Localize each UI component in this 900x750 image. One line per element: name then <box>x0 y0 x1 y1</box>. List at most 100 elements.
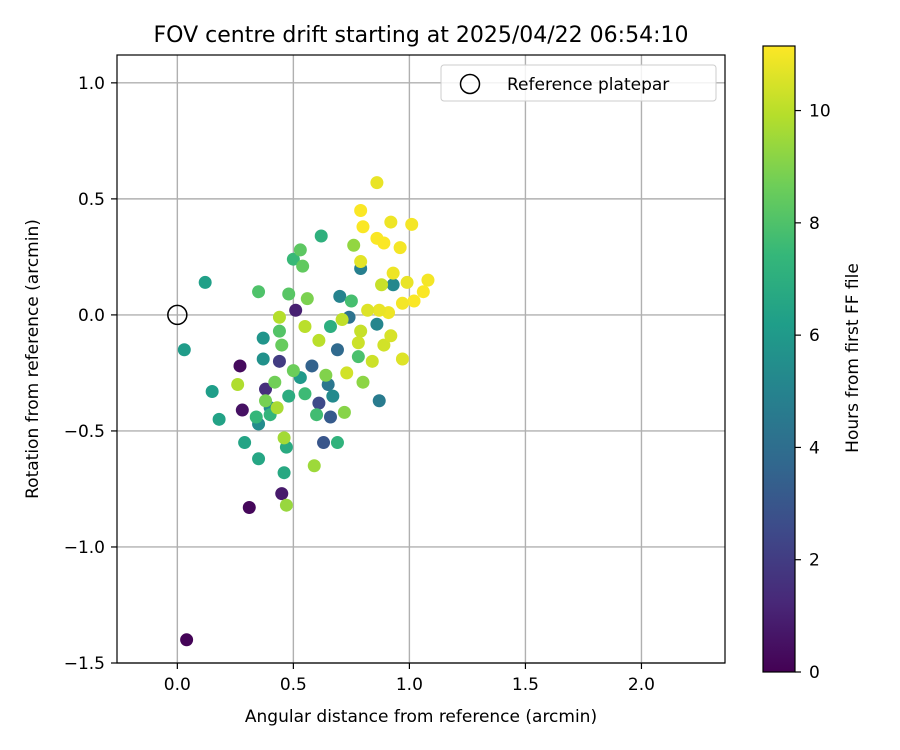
scatter-point <box>279 498 293 512</box>
scatter-point <box>323 410 337 424</box>
x-tick-label: 0.5 <box>280 675 307 695</box>
scatter-point <box>400 275 414 289</box>
scatter-point <box>330 436 344 450</box>
legend-box <box>440 64 717 102</box>
scatter-point <box>370 176 384 190</box>
scatter-point <box>405 217 419 231</box>
scatter-point <box>323 320 337 334</box>
scatter-point <box>395 352 409 366</box>
scatter-point <box>335 313 349 327</box>
scatter-point <box>293 243 307 257</box>
scatter-point <box>180 633 194 647</box>
scatter-point <box>384 215 398 229</box>
scatter-point <box>372 303 386 317</box>
scatter-point <box>296 259 310 273</box>
x-tick-label: 2.0 <box>628 675 655 695</box>
colorbar-label: Hours from first FF file <box>843 263 863 453</box>
scatter-point <box>354 324 368 338</box>
scatter-point <box>307 459 321 473</box>
scatter-point <box>386 266 400 280</box>
scatter-point <box>377 338 391 352</box>
scatter-point <box>238 436 252 450</box>
scatter-point <box>354 203 368 217</box>
colorbar-tick-label: 8 <box>809 214 820 234</box>
scatter-point <box>231 378 245 392</box>
y-tick-label: 0.0 <box>78 306 105 326</box>
colorbar: 0 2 4 6 8 10 <box>762 45 831 683</box>
scatter-point <box>300 292 314 306</box>
scatter-point <box>282 389 296 403</box>
scatter-point <box>330 343 344 357</box>
colorbar-tick-label: 4 <box>809 438 820 458</box>
scatter-point <box>256 352 270 366</box>
scatter-point <box>354 255 368 269</box>
scatter-point <box>386 278 400 292</box>
scatter-point <box>233 359 247 373</box>
chart-title: FOV centre drift starting at 2025/04/22 … <box>154 23 689 48</box>
scatter-point <box>347 238 361 252</box>
scatter-point <box>393 241 407 255</box>
scatter-point <box>365 354 379 368</box>
scatter-point <box>340 366 354 380</box>
scatter-point <box>317 436 331 450</box>
colorbar-tick-label: 6 <box>809 326 820 346</box>
scatter-point <box>356 220 370 234</box>
scatter-point <box>277 466 291 480</box>
scatter-point <box>312 333 326 347</box>
reference-point-marker <box>167 304 188 326</box>
plot-frame <box>116 54 726 664</box>
scatter-point <box>333 289 347 303</box>
scatter-point <box>326 389 340 403</box>
scatter-point <box>286 252 300 266</box>
scatter-point <box>270 401 284 415</box>
scatter-point <box>242 501 256 515</box>
scatter-point <box>252 452 266 466</box>
scatter-point <box>259 382 273 396</box>
scatter-point <box>259 394 273 408</box>
scatter-point <box>377 236 391 250</box>
scatter-point <box>421 273 435 287</box>
y-tick-label: 0.5 <box>78 190 105 210</box>
scatter-point <box>375 278 389 292</box>
scatter-point <box>416 285 430 299</box>
x-tick-label: 1.0 <box>396 675 423 695</box>
scatter-point <box>205 384 219 398</box>
scatter-point <box>407 294 421 308</box>
scatter-point <box>286 364 300 378</box>
x-axis-label: Angular distance from reference (arcmin) <box>245 707 597 727</box>
data-points <box>167 176 435 647</box>
scatter-point <box>351 336 365 350</box>
legend: Reference platepar <box>440 64 717 102</box>
scatter-point <box>361 303 375 317</box>
scatter-point <box>277 431 291 445</box>
axes: 0.0 0.5 1.0 1.5 2.0 −1.5 −1.0 −0.5 0.0 0.5 1.0 <box>64 54 726 695</box>
scatter-point <box>275 487 289 501</box>
scatter-point <box>344 294 358 308</box>
scatter-point <box>252 285 266 299</box>
colorbar-gradient <box>762 45 796 673</box>
y-tick-label: −1.5 <box>64 654 105 674</box>
colorbar-tick-label: 10 <box>809 102 831 122</box>
scatter-point <box>351 350 365 364</box>
grid-lines <box>117 55 725 664</box>
scatter-point <box>310 408 324 422</box>
scatter-point <box>235 403 249 417</box>
y-tick-label: −1.0 <box>64 538 105 558</box>
scatter-point <box>289 303 303 317</box>
scatter-point <box>198 275 212 289</box>
scatter-point <box>282 287 296 301</box>
scatter-point <box>298 387 312 401</box>
scatter-point <box>249 410 263 424</box>
scatter-point <box>272 324 286 338</box>
scatter-point <box>319 368 333 382</box>
y-axis-label: Rotation from reference (arcmin) <box>23 219 43 499</box>
scatter-point <box>177 343 191 357</box>
scatter-point <box>356 375 370 389</box>
scatter-point <box>370 317 384 331</box>
colorbar-tick-label: 0 <box>809 663 820 683</box>
x-tick-label: 0.0 <box>164 675 191 695</box>
y-tick-label: 1.0 <box>78 74 105 94</box>
scatter-point <box>212 412 226 426</box>
